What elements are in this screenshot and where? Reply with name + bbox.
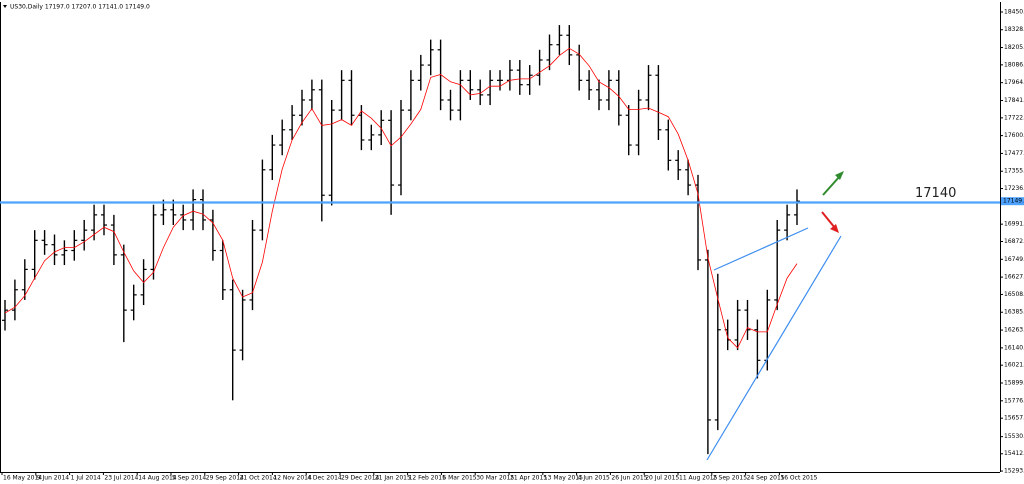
x-tick-label: 30 Mar 2015 bbox=[476, 475, 514, 482]
y-tick-label: 17477.5 bbox=[1004, 150, 1024, 157]
y-tick-label: 17236.0 bbox=[1004, 185, 1024, 192]
x-tick-label: 1 Jul 2014 bbox=[71, 475, 101, 482]
down-arrow-head bbox=[830, 224, 839, 233]
y-tick-label: 18086.5 bbox=[1004, 61, 1024, 68]
chart-title: US30,Daily 17197.0 17207.0 17141.0 17149… bbox=[10, 4, 150, 11]
x-tick-label: 21 Oct 2014 bbox=[240, 475, 277, 482]
y-tick-label: 17964.0 bbox=[1004, 79, 1024, 86]
x-tick-label: 24 Sep 2015 bbox=[747, 475, 785, 482]
down-arrow bbox=[821, 211, 836, 229]
y-tick-label: 15899.0 bbox=[1004, 379, 1024, 386]
y-tick-label: 15412.5 bbox=[1004, 450, 1024, 457]
trend-line bbox=[713, 227, 809, 271]
y-tick-label: 16140.5 bbox=[1004, 344, 1024, 351]
x-tick-label: 6 Mar 2015 bbox=[442, 475, 476, 482]
up-arrow bbox=[822, 175, 841, 196]
y-tick-label: 17355.0 bbox=[1004, 168, 1024, 175]
x-tick-label: 9 Jun 2014 bbox=[37, 475, 69, 482]
y-tick-label: 17722.0 bbox=[1004, 114, 1024, 121]
price-label: 17149.0 bbox=[1003, 198, 1024, 205]
y-tick-label: 16508.0 bbox=[1004, 291, 1024, 298]
y-tick-label: 17841.5 bbox=[1004, 97, 1024, 104]
y-tick-label: 17600.0 bbox=[1004, 132, 1024, 139]
y-tick-label: 16991.0 bbox=[1004, 221, 1024, 228]
y-tick-label: 15657.0 bbox=[1004, 415, 1024, 422]
y-tick-label: 18450.0 bbox=[1004, 8, 1024, 15]
y-tick-label: 15776.5 bbox=[1004, 397, 1024, 404]
x-tick-label: 29 Sep 2014 bbox=[206, 475, 244, 482]
x-tick-label: 16 Oct 2015 bbox=[780, 475, 817, 482]
title-marker bbox=[3, 5, 7, 8]
y-tick-label: 15530.0 bbox=[1004, 433, 1024, 440]
y-tick-label: 18328.0 bbox=[1004, 26, 1024, 33]
y-tick-label: 18205.5 bbox=[1004, 44, 1024, 51]
y-tick-label: 16021.5 bbox=[1004, 362, 1024, 369]
x-tick-label: 20 Jul 2015 bbox=[645, 475, 679, 482]
y-tick-label: 16749.5 bbox=[1004, 256, 1024, 263]
x-tick-label: 12 Nov 2014 bbox=[273, 475, 312, 482]
x-tick-label: 4 Dec 2014 bbox=[307, 475, 342, 482]
up-arrow-head bbox=[835, 171, 844, 180]
x-tick-label: 21 Jan 2015 bbox=[375, 475, 411, 482]
y-tick-label: 16263.0 bbox=[1004, 327, 1024, 334]
y-tick-label: 16872.0 bbox=[1004, 238, 1024, 245]
x-tick-label: 13 May 2015 bbox=[544, 475, 583, 482]
moving-average bbox=[4, 47, 798, 349]
x-tick-label: 5 Sep 2014 bbox=[172, 475, 206, 482]
x-tick-label: 4 Jun 2015 bbox=[578, 475, 610, 482]
x-tick-label: 11 Aug 2015 bbox=[679, 475, 718, 482]
x-tick-label: 23 Jul 2014 bbox=[104, 475, 138, 482]
x-tick-label: 26 Jun 2015 bbox=[611, 475, 647, 482]
level-label: 17140 bbox=[915, 186, 956, 201]
y-tick-label: 16385.5 bbox=[1004, 309, 1024, 316]
plot bbox=[2, 25, 800, 455]
trend-line bbox=[706, 235, 842, 461]
price-box bbox=[1001, 197, 1024, 206]
y-tick-label: 15293.5 bbox=[1004, 468, 1024, 475]
x-tick-label: 29 Dec 2014 bbox=[341, 475, 380, 482]
x-tick-label: 16 May 2014 bbox=[3, 475, 42, 482]
x-tick-label: 2 Sep 2015 bbox=[713, 475, 747, 482]
x-tick-label: 14 Aug 2014 bbox=[138, 475, 177, 482]
x-tick-label: 21 Apr 2015 bbox=[510, 475, 547, 482]
y-tick-label: 16627.0 bbox=[1004, 274, 1024, 281]
x-tick-label: 12 Feb 2015 bbox=[409, 475, 447, 482]
